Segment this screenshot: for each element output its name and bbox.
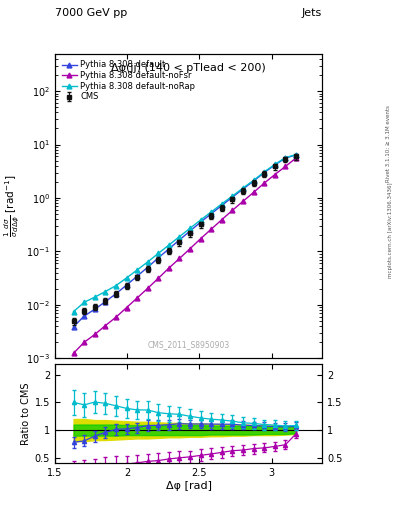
Pythia 8.308 default-noFsr	[283, 163, 288, 169]
Pythia 8.308 default-noFsr	[71, 350, 76, 356]
Text: Rivet 3.1.10; ≥ 3.1M events: Rivet 3.1.10; ≥ 3.1M events	[386, 105, 391, 182]
Pythia 8.308 default-noFsr	[135, 295, 140, 301]
Pythia 8.308 default	[220, 202, 224, 208]
Pythia 8.308 default	[188, 228, 193, 234]
Line: Pythia 8.308 default-noFsr: Pythia 8.308 default-noFsr	[71, 156, 298, 356]
Pythia 8.308 default-noRap	[283, 155, 288, 161]
Pythia 8.308 default-noRap	[251, 177, 256, 183]
Line: Pythia 8.308 default-noRap: Pythia 8.308 default-noRap	[71, 152, 298, 314]
Pythia 8.308 default-noRap	[145, 259, 150, 265]
Text: mcplots.cern.ch [arXiv:1306.3436]: mcplots.cern.ch [arXiv:1306.3436]	[387, 183, 393, 278]
Pythia 8.308 default-noRap	[71, 309, 76, 315]
Pythia 8.308 default-noFsr	[103, 323, 108, 329]
Pythia 8.308 default	[230, 194, 235, 200]
Pythia 8.308 default	[145, 264, 150, 270]
Pythia 8.308 default-noFsr	[156, 275, 161, 282]
Pythia 8.308 default-noRap	[92, 294, 97, 300]
Pythia 8.308 default-noRap	[230, 193, 235, 199]
Pythia 8.308 default	[124, 282, 129, 288]
Pythia 8.308 default-noFsr	[82, 339, 86, 346]
Pythia 8.308 default-noFsr	[177, 255, 182, 262]
Pythia 8.308 default	[283, 155, 288, 161]
Pythia 8.308 default-noRap	[156, 250, 161, 257]
Y-axis label: Ratio to CMS: Ratio to CMS	[20, 382, 31, 445]
Pythia 8.308 default	[209, 210, 214, 217]
Pythia 8.308 default	[103, 298, 108, 305]
Pythia 8.308 default-noFsr	[251, 189, 256, 196]
Pythia 8.308 default	[177, 237, 182, 243]
Pythia 8.308 default-noRap	[241, 185, 245, 191]
Pythia 8.308 default	[82, 313, 86, 319]
Pythia 8.308 default-noRap	[198, 217, 203, 223]
Pythia 8.308 default-noRap	[220, 201, 224, 207]
Pythia 8.308 default-noRap	[262, 169, 266, 175]
Pythia 8.308 default-noRap	[114, 283, 118, 289]
Pythia 8.308 default-noFsr	[92, 331, 97, 337]
Pythia 8.308 default-noFsr	[272, 172, 277, 178]
Text: Δφ(jj) (140 < pTlead < 200): Δφ(jj) (140 < pTlead < 200)	[111, 63, 266, 73]
Pythia 8.308 default-noRap	[135, 267, 140, 273]
X-axis label: Δφ [rad]: Δφ [rad]	[165, 481, 212, 491]
Pythia 8.308 default	[167, 246, 171, 252]
Pythia 8.308 default-noRap	[272, 161, 277, 167]
Legend: Pythia 8.308 default, Pythia 8.308 default-noFsr, Pythia 8.308 default-noRap, CM: Pythia 8.308 default, Pythia 8.308 defau…	[59, 58, 198, 104]
Pythia 8.308 default	[241, 186, 245, 192]
Pythia 8.308 default-noFsr	[114, 314, 118, 321]
Pythia 8.308 default-noFsr	[167, 265, 171, 271]
Pythia 8.308 default-noRap	[124, 275, 129, 281]
Line: Pythia 8.308 default: Pythia 8.308 default	[71, 153, 298, 329]
Pythia 8.308 default-noFsr	[241, 198, 245, 204]
Pythia 8.308 default-noRap	[209, 209, 214, 215]
Pythia 8.308 default	[71, 324, 76, 330]
Pythia 8.308 default	[135, 273, 140, 279]
Pythia 8.308 default	[198, 219, 203, 225]
Pythia 8.308 default-noRap	[167, 242, 171, 248]
Pythia 8.308 default	[272, 162, 277, 168]
Pythia 8.308 default	[251, 178, 256, 184]
Pythia 8.308 default-noFsr	[262, 180, 266, 186]
Text: Jets: Jets	[302, 8, 322, 18]
Text: CMS_2011_S8950903: CMS_2011_S8950903	[147, 340, 230, 349]
Pythia 8.308 default-noRap	[82, 299, 86, 305]
Pythia 8.308 default-noFsr	[124, 305, 129, 311]
Pythia 8.308 default	[294, 152, 298, 158]
Pythia 8.308 default-noRap	[294, 152, 298, 158]
Pythia 8.308 default-noFsr	[230, 207, 235, 214]
Pythia 8.308 default	[114, 291, 118, 297]
Pythia 8.308 default	[92, 306, 97, 312]
Text: 7000 GeV pp: 7000 GeV pp	[55, 8, 127, 18]
Pythia 8.308 default-noRap	[188, 225, 193, 231]
Pythia 8.308 default	[156, 255, 161, 261]
Pythia 8.308 default-noFsr	[198, 236, 203, 242]
Pythia 8.308 default-noFsr	[145, 285, 150, 291]
Pythia 8.308 default-noFsr	[294, 155, 298, 161]
Pythia 8.308 default-noRap	[103, 288, 108, 294]
Y-axis label: $\frac{1}{\sigma}\frac{d\sigma}{d\Delta\phi}$ [rad$^{-1}$]: $\frac{1}{\sigma}\frac{d\sigma}{d\Delta\…	[3, 175, 22, 238]
Pythia 8.308 default-noRap	[177, 233, 182, 240]
Pythia 8.308 default	[262, 169, 266, 176]
Pythia 8.308 default-noFsr	[188, 246, 193, 252]
Pythia 8.308 default-noFsr	[209, 226, 214, 232]
Pythia 8.308 default-noFsr	[220, 217, 224, 223]
